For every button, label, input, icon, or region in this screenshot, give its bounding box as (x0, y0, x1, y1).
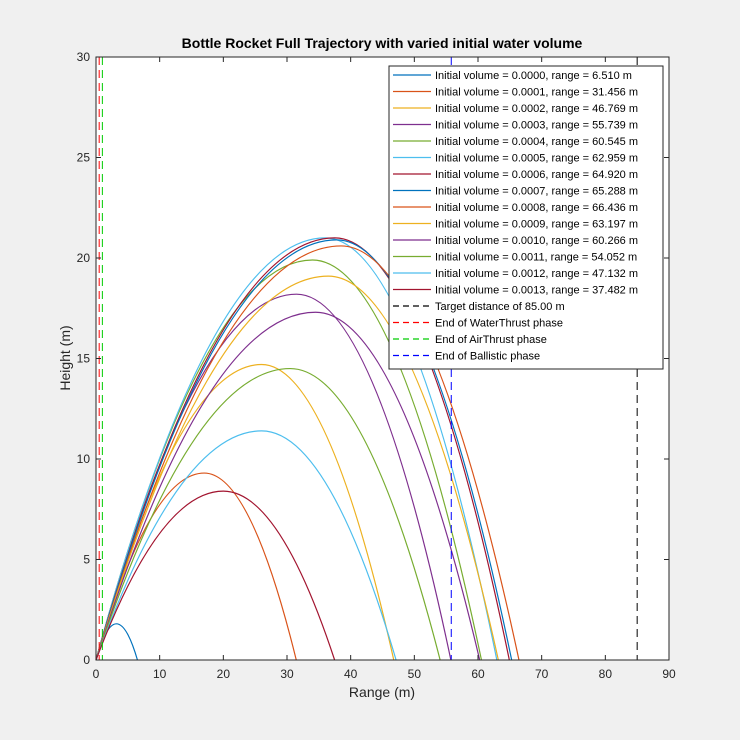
y-tick-label: 0 (83, 653, 90, 667)
legend-entry: Initial volume = 0.0000, range = 6.510 m (435, 70, 632, 82)
x-tick-label: 20 (217, 667, 231, 681)
legend: Initial volume = 0.0000, range = 6.510 m… (388, 65, 664, 370)
y-tick-label: 15 (77, 352, 91, 366)
legend-entry: Initial volume = 0.0005, range = 62.959 … (435, 153, 638, 165)
x-axis-label: Range (m) (349, 684, 415, 700)
legend-entry: Initial volume = 0.0013, range = 37.482 … (435, 285, 638, 297)
trajectory-line-9 (95, 275, 499, 661)
legend-entry: Initial volume = 0.0004, range = 60.545 … (435, 136, 638, 148)
legend-entry: Initial volume = 0.0010, range = 60.266 … (435, 235, 638, 247)
trajectory-line-5 (95, 237, 498, 661)
trajectory-line-13 (95, 490, 336, 661)
x-tick-label: 30 (280, 667, 294, 681)
legend-entry: Initial volume = 0.0008, range = 66.436 … (435, 202, 638, 214)
chart-title: Bottle Rocket Full Trajectory with varie… (182, 35, 583, 51)
legend-entry: End of WaterThrust phase (435, 318, 563, 330)
trajectory-line-10 (95, 311, 481, 661)
x-tick-label: 0 (93, 667, 100, 681)
x-tick-label: 90 (662, 667, 676, 681)
legend-entry: Initial volume = 0.0002, range = 46.769 … (435, 103, 638, 115)
legend-entry: Initial volume = 0.0012, range = 47.132 … (435, 268, 638, 280)
y-tick-label: 5 (83, 553, 90, 567)
x-tick-label: 10 (153, 667, 167, 681)
trajectory-line-6 (95, 237, 510, 661)
x-tick-label: 70 (535, 667, 549, 681)
x-tick-label: 50 (408, 667, 422, 681)
trajectory-line-8 (95, 245, 520, 661)
y-axis-label: Height (m) (57, 325, 73, 390)
legend-entry: Initial volume = 0.0001, range = 31.456 … (435, 87, 638, 99)
legend-entry: Initial volume = 0.0007, range = 65.288 … (435, 186, 638, 198)
y-tick-label: 10 (77, 452, 91, 466)
trajectory-curves (95, 237, 520, 661)
y-tick-label: 25 (77, 151, 91, 165)
y-tick-label: 20 (77, 251, 91, 265)
trajectory-line-7 (95, 239, 513, 661)
y-tick-label: 30 (77, 50, 91, 64)
legend-box (388, 65, 664, 370)
y-axis-ticks: 0 5 10 15 20 25 30 (77, 50, 669, 667)
legend-entry: Initial volume = 0.0011, range = 54.052 … (435, 252, 637, 264)
trajectory-line-11 (95, 367, 441, 661)
x-axis-ticks: 0 10 20 30 40 50 60 70 80 90 (93, 57, 676, 681)
trajectory-line-12 (95, 430, 397, 661)
legend-entry: Initial volume = 0.0003, range = 55.739 … (435, 120, 638, 132)
legend-entry: Target distance of 85.00 m (435, 301, 565, 313)
x-tick-label: 60 (471, 667, 485, 681)
legend-entry: Initial volume = 0.0009, range = 63.197 … (435, 219, 638, 231)
x-tick-label: 40 (344, 667, 358, 681)
legend-entry: Initial volume = 0.0006, range = 64.920 … (435, 169, 638, 181)
x-tick-label: 80 (599, 667, 613, 681)
legend-entry: End of AirThrust phase (435, 334, 547, 346)
legend-entry: End of Ballistic phase (435, 351, 540, 363)
